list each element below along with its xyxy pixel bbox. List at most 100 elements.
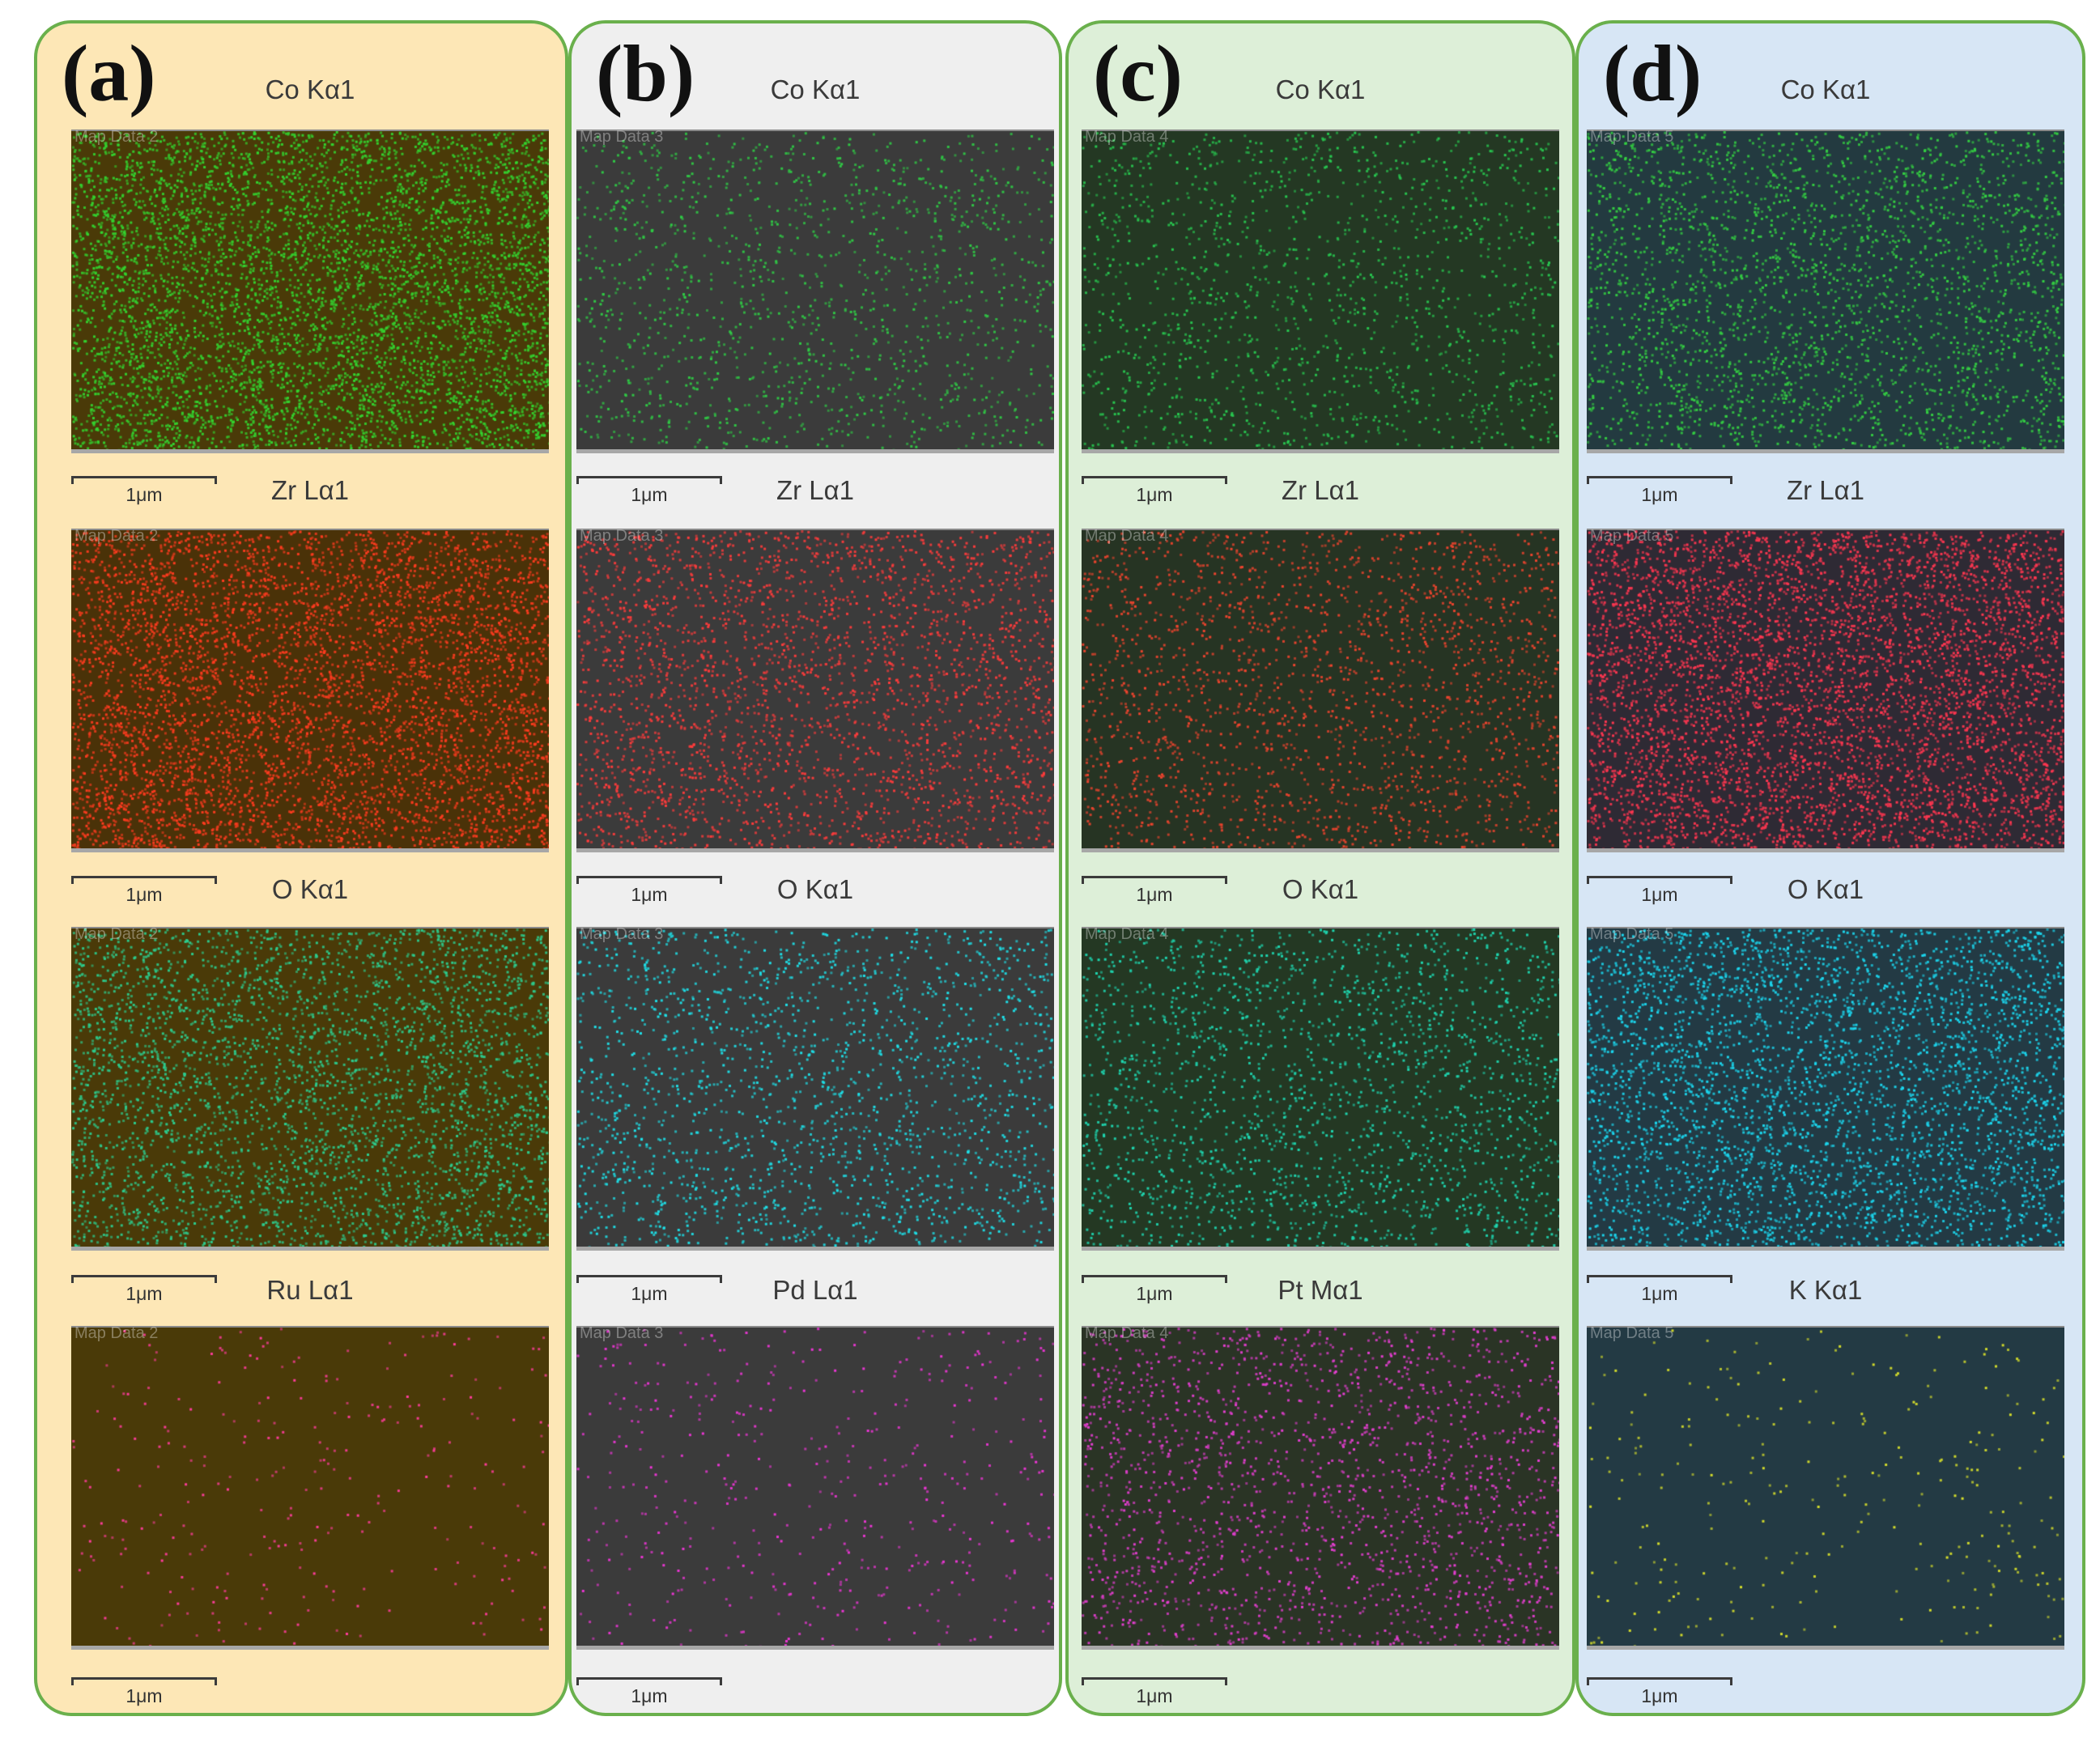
map-title: O Kα1 (776, 874, 854, 904)
element-map-image: Map Data 2 (71, 1324, 549, 1650)
scale-bar: 1μm (71, 1677, 217, 1706)
scale-bar-line (576, 1677, 722, 1685)
scale-bar-line (1082, 876, 1227, 884)
scale-bar-label: 1μm (1136, 1283, 1173, 1304)
map-data-label: Map Data 2 (74, 128, 159, 146)
scale-bar: 1μm (1082, 876, 1227, 905)
scale-bar: 1μm (1587, 476, 1732, 505)
element-map-dots (1082, 1328, 1559, 1646)
map-title: Zr Lα1 (1786, 475, 1865, 505)
element-map-image: Map Data 4 (1082, 1324, 1559, 1650)
scale-bar-label: 1μm (631, 1283, 668, 1304)
element-map-image: Map Data 3 (576, 527, 1054, 852)
element-map-image: Map Data 4 (1082, 527, 1559, 852)
element-map-image: Map Data 3 (576, 1324, 1054, 1650)
map-title: Pt Mα1 (1277, 1275, 1363, 1305)
panel-letter: (b) (596, 28, 695, 118)
scale-bar: 1μm (576, 876, 722, 905)
scale-bar: 1μm (576, 1677, 722, 1706)
scale-bar-line (576, 1275, 722, 1283)
panel-letter: (a) (62, 28, 156, 118)
map-title: Co Kα1 (1780, 74, 1871, 104)
scale-bar-label: 1μm (1136, 884, 1173, 905)
element-map-dots (1082, 530, 1559, 848)
map-data-label: Map Data 3 (580, 1324, 664, 1342)
scale-bar: 1μm (1082, 1275, 1227, 1304)
map-data-label: Map Data 5 (1590, 1324, 1674, 1342)
map-title: O Kα1 (1787, 874, 1864, 904)
scale-bar: 1μm (1587, 1275, 1732, 1304)
scale-bar-line (1082, 1275, 1227, 1283)
scale-bar-line (1587, 1677, 1732, 1685)
scale-bar-label: 1μm (1136, 484, 1173, 505)
scale-bar-label: 1μm (631, 884, 668, 905)
element-map-dots (1587, 928, 2064, 1247)
element-map-dots (71, 530, 549, 848)
scale-bar-line (71, 876, 217, 884)
element-map-dots (1082, 131, 1559, 449)
map-title: Co Kα1 (265, 74, 355, 104)
scale-bar-line (71, 476, 217, 484)
element-map-dots (71, 928, 549, 1247)
map-title: O Kα1 (1282, 874, 1359, 904)
element-map-image: Map Data 5 (1587, 527, 2064, 852)
scale-bar: 1μm (576, 1275, 722, 1304)
map-title: Zr Lα1 (776, 475, 855, 505)
map-title: Zr Lα1 (270, 475, 350, 505)
element-map-image: Map Data 5 (1587, 128, 2064, 453)
map-data-label: Map Data 4 (1085, 925, 1169, 943)
scale-bar: 1μm (71, 476, 217, 505)
element-map-dots (71, 131, 549, 449)
scale-bar: 1μm (1587, 1677, 1732, 1706)
scale-bar-line (1587, 476, 1732, 484)
scale-bar-line (71, 1275, 217, 1283)
map-data-label: Map Data 5 (1590, 925, 1674, 943)
map-title: Co Kα1 (1275, 74, 1366, 104)
scale-bar-line (576, 476, 722, 484)
map-title: Ru Lα1 (266, 1275, 354, 1305)
scale-bar: 1μm (71, 1275, 217, 1304)
map-data-label: Map Data 5 (1590, 128, 1674, 146)
map-data-label: Map Data 4 (1085, 527, 1169, 545)
scale-bar-label: 1μm (125, 484, 163, 505)
scale-bar-line (1587, 876, 1732, 884)
element-map-image: Map Data 2 (71, 128, 549, 453)
scale-bar-line (576, 876, 722, 884)
element-map-dots (1587, 1328, 2064, 1646)
panel-letter: (d) (1603, 28, 1703, 118)
element-map-image: Map Data 2 (71, 527, 549, 852)
element-map-dots (71, 1328, 549, 1646)
map-data-label: Map Data 4 (1085, 1324, 1169, 1342)
scale-bar-line (71, 1677, 217, 1685)
element-map-image: Map Data 5 (1587, 1324, 2064, 1650)
scale-bar: 1μm (1082, 476, 1227, 505)
map-data-label: Map Data 2 (74, 1324, 159, 1342)
scale-bar-line (1082, 1677, 1227, 1685)
map-data-label: Map Data 3 (580, 128, 664, 146)
scale-bar: 1μm (576, 476, 722, 505)
scale-bar-label: 1μm (1641, 484, 1678, 505)
map-data-label: Map Data 2 (74, 527, 159, 545)
map-title: O Kα1 (271, 874, 349, 904)
scale-bar-label: 1μm (631, 484, 668, 505)
element-map-dots (1082, 928, 1559, 1247)
map-title: Co Kα1 (770, 74, 861, 104)
scale-bar-label: 1μm (1136, 1685, 1173, 1706)
map-data-label: Map Data 2 (74, 925, 159, 943)
element-map-image: Map Data 5 (1587, 925, 2064, 1251)
scale-bar-label: 1μm (125, 1685, 163, 1706)
map-data-label: Map Data 4 (1085, 128, 1169, 146)
element-map-image: Map Data 3 (576, 128, 1054, 453)
scale-bar-label: 1μm (125, 1283, 163, 1304)
scale-bar: 1μm (1587, 876, 1732, 905)
scale-bar-label: 1μm (1641, 1685, 1678, 1706)
panel-letter: (c) (1093, 28, 1183, 118)
element-map-dots (576, 1328, 1054, 1646)
scale-bar-label: 1μm (631, 1685, 668, 1706)
map-title: Zr Lα1 (1281, 475, 1360, 505)
scale-bar-label: 1μm (1641, 1283, 1678, 1304)
scale-bar-line (1587, 1275, 1732, 1283)
scale-bar: 1μm (71, 876, 217, 905)
map-data-label: Map Data 5 (1590, 527, 1674, 545)
map-title: K Kα1 (1788, 1275, 1863, 1305)
